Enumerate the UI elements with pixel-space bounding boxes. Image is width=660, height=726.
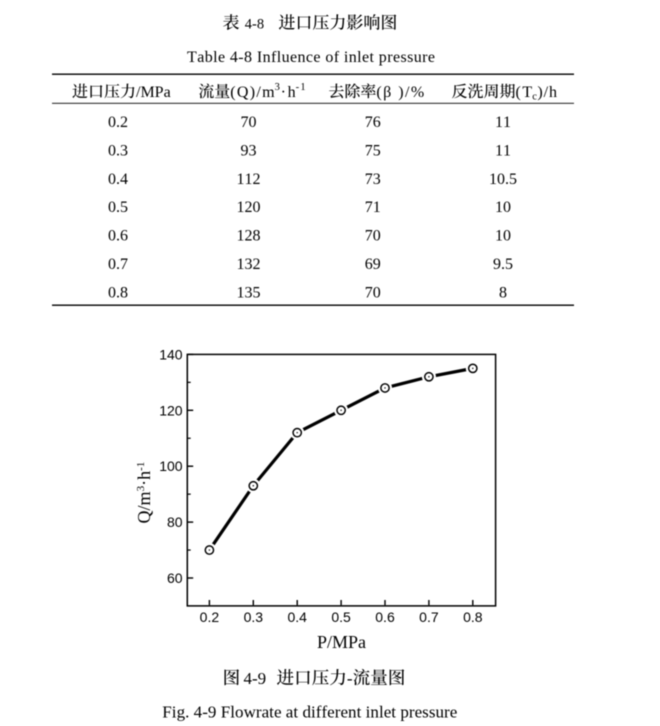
svg-text:(T: (T: [516, 84, 533, 101]
svg-text:0.7: 0.7: [108, 256, 128, 273]
svg-text:11: 11: [495, 114, 511, 131]
svg-text:70: 70: [365, 284, 381, 301]
svg-text:10: 10: [495, 199, 511, 216]
svg-text:112: 112: [237, 171, 261, 188]
svg-text:76: 76: [365, 114, 381, 131]
svg-text:0.5: 0.5: [108, 199, 128, 216]
svg-text:71: 71: [365, 199, 381, 216]
svg-text:0.3: 0.3: [244, 609, 264, 625]
svg-text:0.4: 0.4: [108, 171, 128, 188]
svg-text:0.7: 0.7: [419, 609, 439, 625]
svg-text:80: 80: [167, 514, 183, 530]
svg-text:73: 73: [365, 171, 381, 188]
svg-text:0.2: 0.2: [108, 114, 128, 131]
svg-text:10: 10: [495, 228, 511, 245]
svg-text:75: 75: [365, 142, 381, 159]
svg-text:0.6: 0.6: [108, 228, 128, 245]
svg-text:93: 93: [241, 142, 257, 159]
svg-text:4-9: 4-9: [244, 669, 267, 688]
svg-text:128: 128: [237, 228, 261, 245]
svg-text:10.5: 10.5: [489, 171, 517, 188]
svg-text:70: 70: [365, 228, 381, 245]
svg-text:-1: -1: [296, 82, 306, 93]
svg-text:135: 135: [237, 284, 261, 301]
svg-text:0.5: 0.5: [331, 609, 351, 625]
svg-text:/MPa: /MPa: [136, 84, 171, 101]
svg-text:4-8: 4-8: [245, 17, 264, 33]
svg-text:-: -: [347, 669, 353, 688]
svg-text:140: 140: [159, 346, 183, 362]
svg-text:69: 69: [365, 256, 381, 273]
svg-text:9.5: 9.5: [493, 256, 513, 273]
svg-text:100: 100: [159, 458, 183, 474]
svg-text:Q/m3·h-1: Q/m3·h-1: [134, 462, 154, 524]
svg-text:0.8: 0.8: [463, 609, 483, 625]
svg-text:120: 120: [237, 199, 261, 216]
svg-text:·h: ·h: [281, 84, 296, 101]
svg-text:0.6: 0.6: [375, 609, 395, 625]
svg-text:70: 70: [241, 114, 257, 131]
svg-text:0.3: 0.3: [108, 142, 128, 159]
svg-text:(Q)/m: (Q)/m: [230, 84, 275, 101]
svg-text:Table 4-8 Influence of inlet p: Table 4-8 Influence of inlet pressure: [187, 49, 435, 66]
svg-text:)/h: )/h: [537, 84, 557, 101]
svg-text:132: 132: [237, 256, 261, 273]
svg-text:(β )/%: (β )/%: [376, 84, 424, 101]
svg-text:8: 8: [499, 284, 507, 301]
svg-text:0.2: 0.2: [200, 609, 220, 625]
svg-text:P/MPa: P/MPa: [317, 632, 366, 652]
svg-text:11: 11: [495, 142, 511, 159]
svg-text:0.8: 0.8: [108, 284, 128, 301]
svg-text:0.4: 0.4: [287, 609, 307, 625]
svg-text:3: 3: [275, 82, 280, 93]
svg-text:c: c: [532, 92, 537, 103]
svg-text:60: 60: [167, 570, 183, 586]
svg-text:120: 120: [159, 402, 183, 418]
svg-text:Fig. 4-9 Flowrate at different: Fig. 4-9 Flowrate at different inlet pre…: [162, 703, 457, 722]
